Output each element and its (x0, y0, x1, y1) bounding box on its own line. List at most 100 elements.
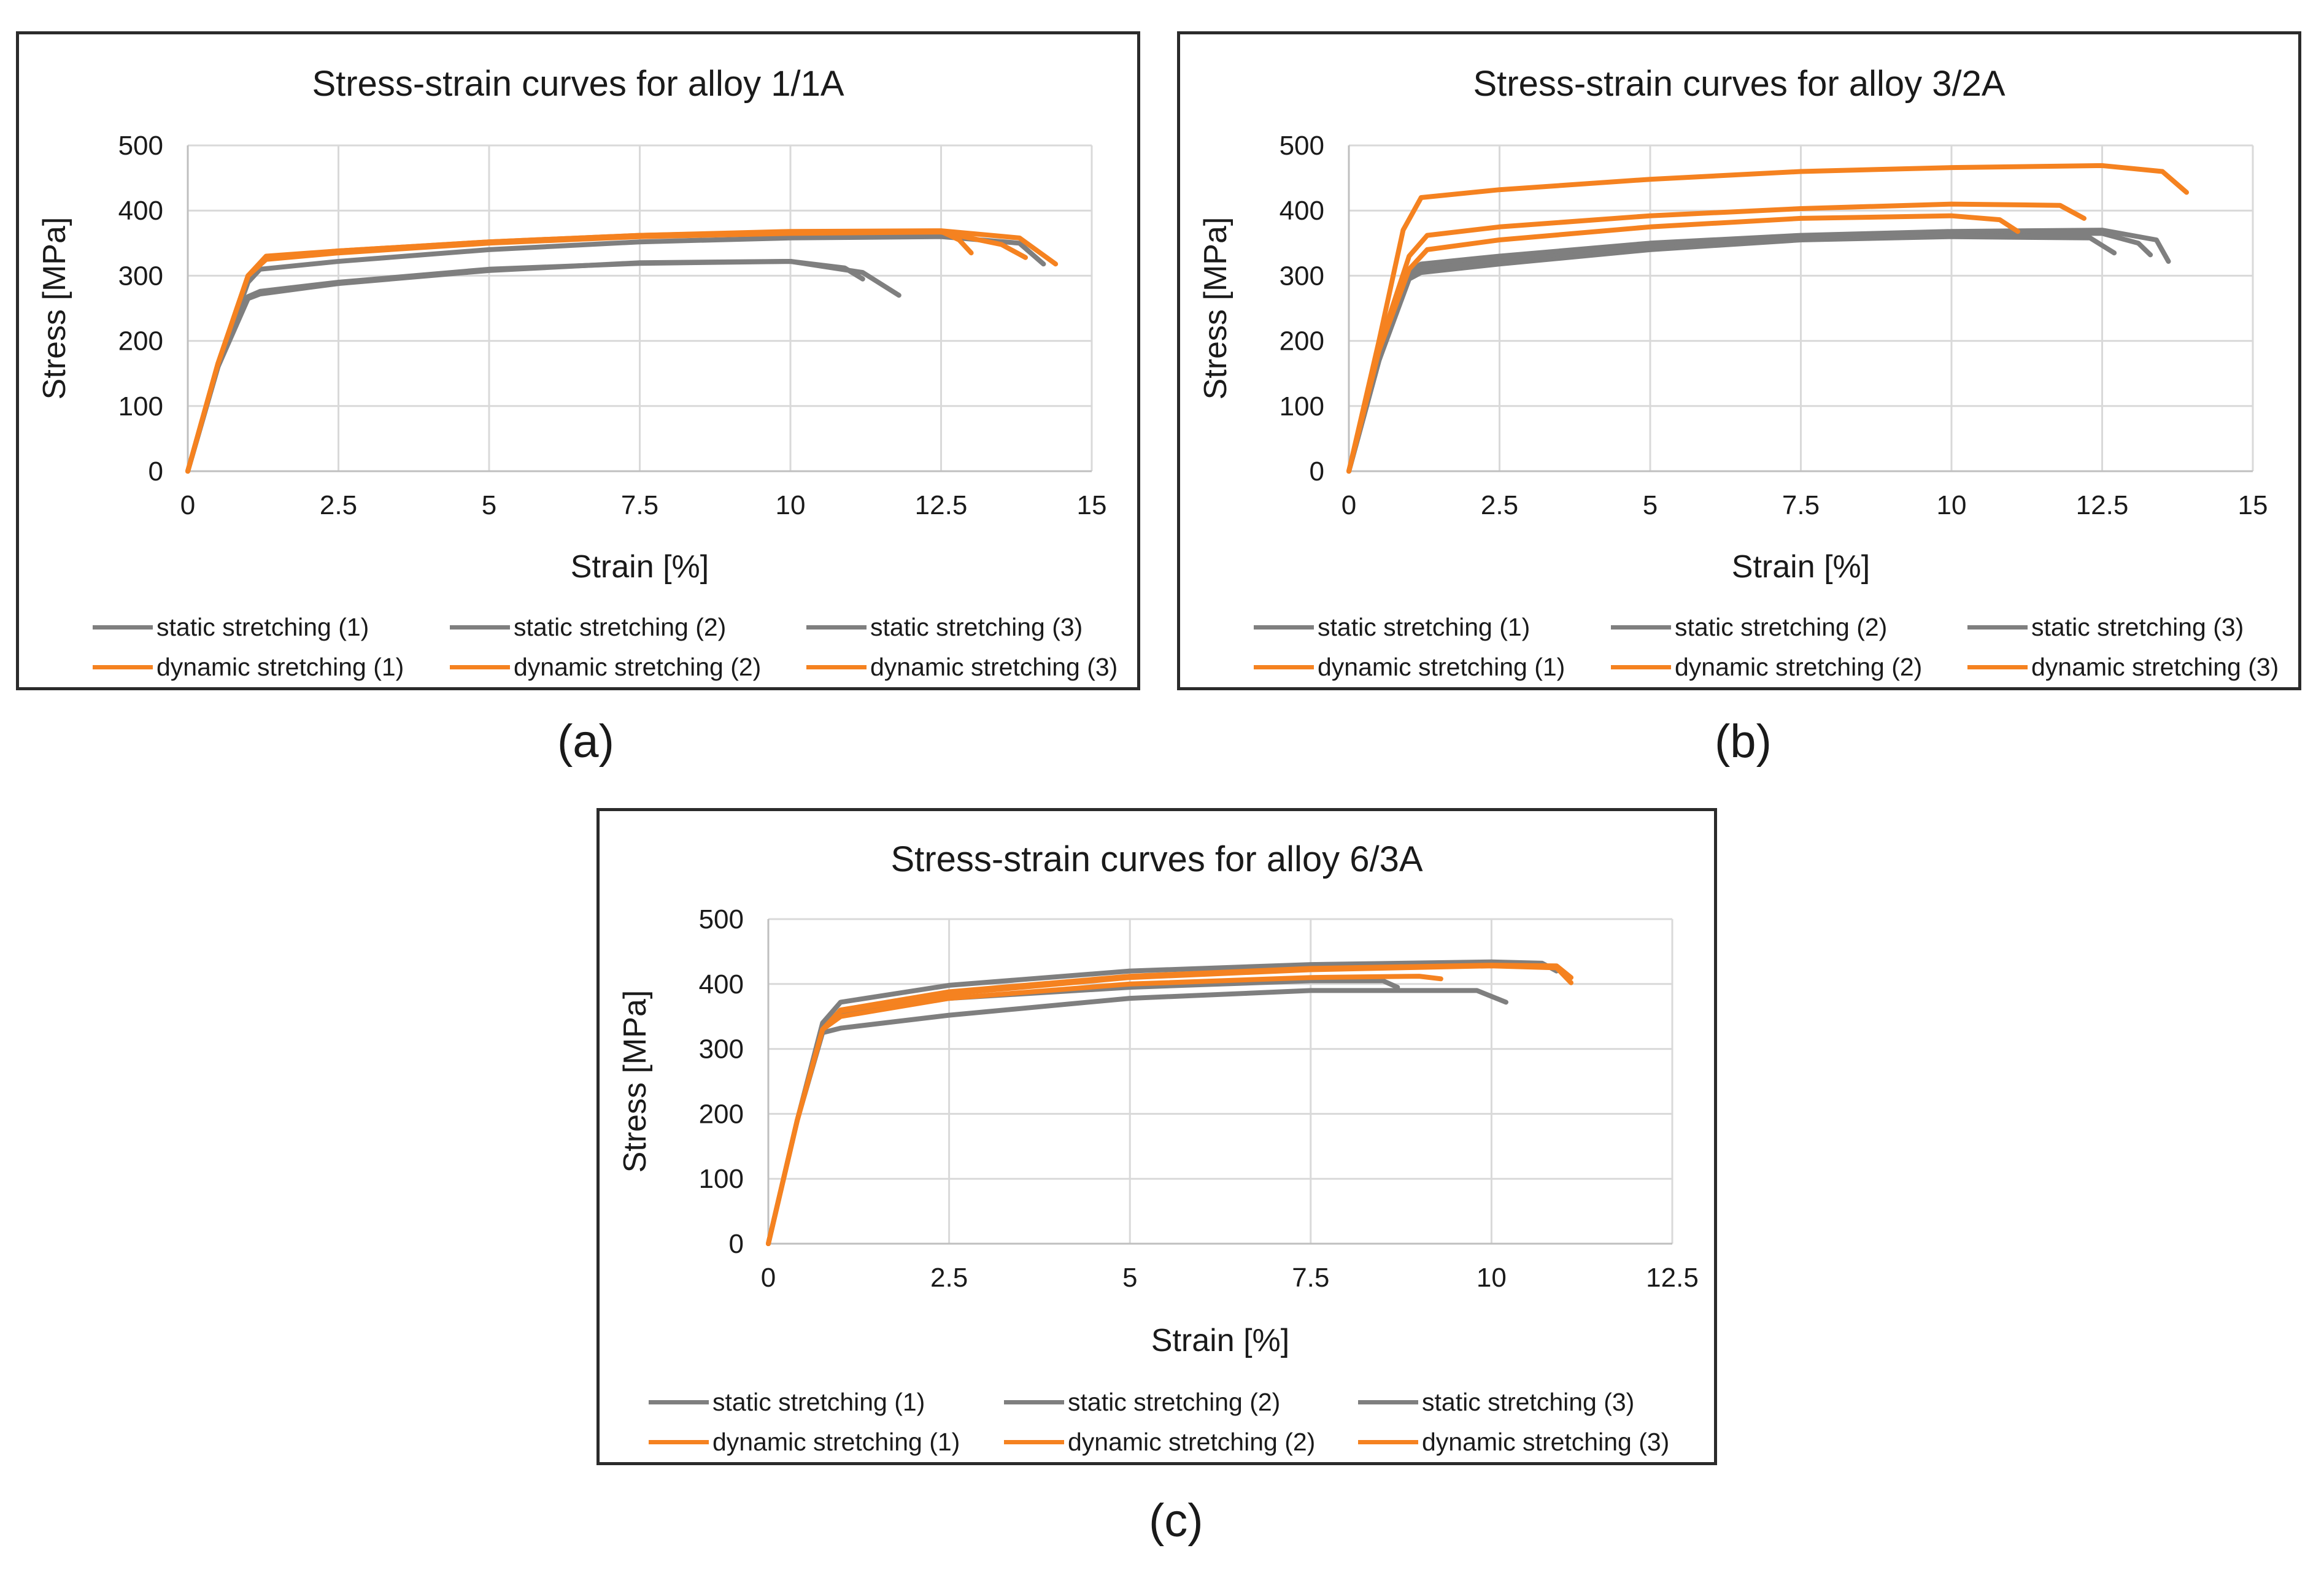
x-tick-label: 5 (1643, 490, 1658, 520)
legend-label: dynamic stretching (1) (156, 653, 404, 681)
series-line-dynamic-2 (1346, 201, 2087, 474)
x-tick-label: 0 (180, 490, 195, 520)
x-tick-label: 7.5 (1292, 1263, 1329, 1293)
x-tick-label: 7.5 (1782, 490, 1820, 520)
y-tick-label: 400 (699, 969, 744, 999)
x-tick-label: 10 (776, 490, 806, 520)
gridlines (1349, 144, 2254, 471)
legend-label: static stretching (1) (712, 1388, 925, 1416)
legend-label: dynamic stretching (3) (870, 653, 1118, 681)
legend-static-row: static stretching (1) static stretching … (1180, 608, 2298, 646)
x-tick-label: 12.5 (915, 490, 968, 520)
legend-swatch-dynamic (649, 1440, 709, 1444)
y-axis-label: Stress [MPa] (617, 990, 653, 1173)
panel-caption-b: (b) (1715, 715, 1772, 768)
series-line-dynamic-3 (1346, 213, 2020, 474)
legend-dynamic-row: dynamic stretching (1) dynamic stretchin… (600, 1423, 1714, 1461)
x-tick-label: 12.5 (2076, 490, 2129, 520)
x-tick-label: 0 (1342, 490, 1356, 520)
chart-title: Stress-strain curves for alloy 1/1A (312, 64, 844, 104)
y-axis-label: Stress [MPa] (37, 217, 72, 400)
x-tick-label: 0 (761, 1263, 776, 1293)
legend-label: dynamic stretching (2) (1068, 1428, 1316, 1456)
chart-title: Stress-strain curves for alloy 6/3A (890, 839, 1423, 879)
legend-dynamic-row: dynamic stretching (1) dynamic stretchin… (19, 648, 1137, 686)
y-tick-label: 400 (1280, 196, 1324, 226)
chart-panel-a: 0 2.5 5 7.5 10 12.5 15 0 100 200 300 400 500 Stress-s… (16, 31, 1140, 690)
series-line-static-1 (185, 259, 865, 474)
legend-label: dynamic stretching (3) (2031, 653, 2279, 681)
y-tick-label: 200 (118, 326, 163, 356)
chart-svg-b: 0 2.5 5 7.5 10 12.5 15 0 100 200 300 400 500 Stress-s… (1198, 64, 2268, 585)
series-line-dynamic-1 (1346, 163, 2189, 474)
x-tick-label: 2.5 (1481, 490, 1518, 520)
legend-swatch-dynamic (1611, 665, 1671, 669)
y-tick-label: 100 (118, 391, 163, 422)
x-tick-label: 2.5 (930, 1263, 968, 1293)
legend-label: dynamic stretching (1) (1318, 653, 1565, 681)
legend-swatch-dynamic (450, 665, 510, 669)
y-tick-label: 400 (118, 196, 163, 226)
legend-label: static stretching (2) (514, 613, 727, 641)
legend-label: dynamic stretching (3) (1422, 1428, 1670, 1456)
series-line-dynamic-3 (766, 963, 1573, 1246)
series-line-static-3 (185, 234, 1046, 474)
legend-label: static stretching (3) (870, 613, 1083, 641)
legend-label: dynamic stretching (1) (712, 1428, 960, 1456)
legend-swatch-static (93, 625, 153, 630)
legend-static-row: static stretching (1) static stretching … (19, 608, 1137, 646)
series-line-dynamic-3 (185, 228, 1059, 474)
x-tick-label: 15 (1077, 490, 1107, 520)
x-tick-label: 2.5 (320, 490, 357, 520)
y-tick-label: 500 (118, 131, 163, 161)
legend-swatch-static (1358, 1400, 1418, 1404)
chart-svg-a: 0 2.5 5 7.5 10 12.5 15 0 100 200 300 400 500 Stress-s… (37, 64, 1107, 585)
chart-panel-c: 0 2.5 5 7.5 10 12.5 0 100 200 300 400 500 Stress-str… (596, 808, 1717, 1465)
chart-title: Stress-strain curves for alloy 3/2A (1473, 64, 2005, 104)
x-tick-label: 5 (1122, 1263, 1137, 1293)
x-tick-label: 10 (1937, 490, 1967, 520)
chart-panel-b: 0 2.5 5 7.5 10 12.5 15 0 100 200 300 400 500 Stress-s… (1177, 31, 2301, 690)
legend-swatch-dynamic (93, 665, 153, 669)
legend-static-row: static stretching (1) static stretching … (600, 1383, 1714, 1421)
legend-swatch-static (1967, 625, 2028, 630)
legend-swatch-static (1611, 625, 1671, 630)
legend-label: dynamic stretching (2) (514, 653, 762, 681)
series-line-dynamic-2 (185, 229, 1028, 474)
panel-caption-a: (a) (557, 715, 614, 768)
panel-caption-c: (c) (1149, 1495, 1203, 1547)
y-tick-label: 200 (699, 1099, 744, 1129)
legend-swatch-static (649, 1400, 709, 1404)
y-tick-label: 100 (1280, 391, 1324, 422)
x-axis-label: Strain [%] (1732, 549, 1870, 585)
x-axis-label: Strain [%] (1151, 1323, 1289, 1358)
legend-swatch-static (1004, 1400, 1064, 1404)
legend-label: dynamic stretching (2) (1675, 653, 1923, 681)
y-tick-label: 300 (118, 261, 163, 291)
x-axis-label: Strain [%] (571, 549, 709, 585)
x-tick-label: 5 (482, 490, 496, 520)
y-tick-label: 200 (1280, 326, 1324, 356)
series-line-static-1 (766, 988, 1508, 1246)
y-tick-label: 300 (1280, 261, 1324, 291)
y-axis-label: Stress [MPa] (1198, 217, 1233, 400)
y-tick-label: 0 (149, 456, 163, 487)
y-tick-label: 500 (1280, 131, 1324, 161)
legend-swatch-static (1254, 625, 1314, 630)
legend-swatch-static (806, 625, 867, 630)
legend-swatch-dynamic (1254, 665, 1314, 669)
legend-label: static stretching (1) (1318, 613, 1531, 641)
gridlines (188, 144, 1093, 471)
y-tick-label: 0 (1310, 456, 1324, 487)
legend-swatch-dynamic (1967, 665, 2028, 669)
y-tick-label: 300 (699, 1034, 744, 1065)
series-line-static-1 (1346, 234, 2117, 474)
legend-label: static stretching (2) (1068, 1388, 1281, 1416)
x-tick-label: 10 (1477, 1263, 1507, 1293)
legend-dynamic-row: dynamic stretching (1) dynamic stretchin… (1180, 648, 2298, 686)
legend-label: static stretching (2) (1675, 613, 1888, 641)
legend-label: static stretching (3) (1422, 1388, 1635, 1416)
series-line-static-2 (766, 978, 1400, 1246)
x-tick-label: 12.5 (1646, 1263, 1699, 1293)
y-tick-label: 500 (699, 904, 744, 934)
